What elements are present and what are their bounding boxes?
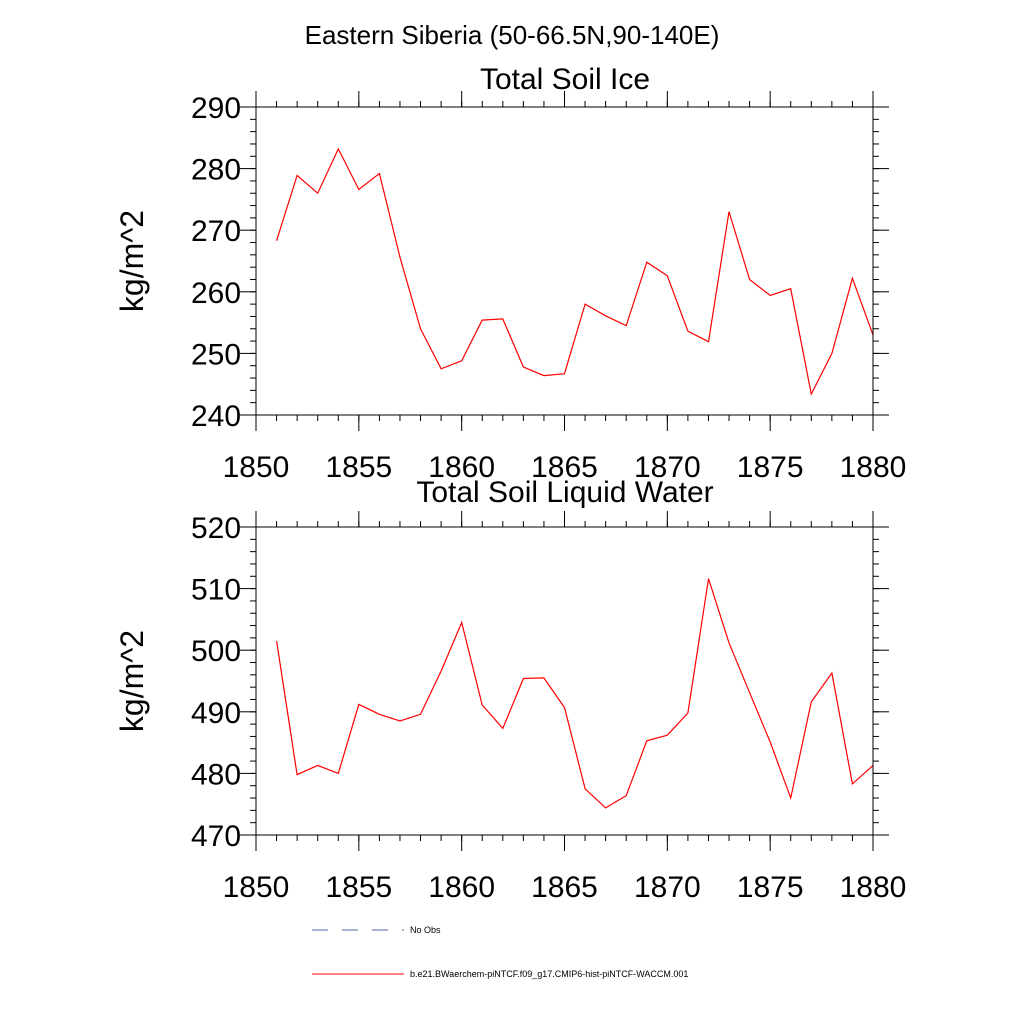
legend-label-no-obs: No Obs [410, 925, 441, 935]
plot-frame-soil-liquid-water [255, 526, 874, 836]
x-tick-label: 1850 [223, 871, 290, 904]
y-tick-label: 260 [191, 277, 241, 310]
y-tick-label: 280 [191, 154, 241, 187]
x-tick-label: 1880 [840, 871, 907, 904]
panel-title-soil-liquid-water: Total Soil Liquid Water [416, 476, 713, 509]
x-tick-label: 1860 [428, 451, 495, 484]
axis-ticks-soil-liquid-water [240, 511, 889, 851]
series-line-soil-liquid-water-0 [276, 578, 874, 809]
series-layer-soil-ice [276, 147, 874, 396]
legend-label-model-run: b.e21.BWaerchem-piNTCF.f09_g17.CMIP6-his… [410, 969, 688, 979]
panel-title-soil-ice: Total Soil Ice [480, 63, 650, 96]
y-tick-label: 490 [191, 697, 241, 730]
panel-total-soil-ice: Total Soil Ice kg/m^2 240 250 260 270 280 290… [114, 63, 906, 484]
y-tick-label: 290 [191, 92, 241, 125]
x-tick-label: 1880 [840, 451, 907, 484]
tick-labels-soil-ice: 240 250 260 270 280 290 1850 1855 1860 1865 1870 18… [191, 92, 906, 484]
y-tick-label: 510 [191, 574, 241, 607]
x-tick-label: 1865 [531, 451, 598, 484]
x-tick-label: 1855 [325, 871, 392, 904]
x-tick-label: 1850 [223, 451, 290, 484]
y-tick-label: 470 [191, 820, 241, 853]
x-tick-label: 1875 [737, 451, 804, 484]
x-tick-label: 1870 [634, 871, 701, 904]
y-axis-label-soil-liquid-water: kg/m^2 [114, 630, 150, 732]
legend: No Obs b.e21.BWaerchem-piNTCF.f09_g17.CM… [312, 925, 688, 979]
y-tick-label: 520 [191, 512, 241, 545]
x-tick-label: 1865 [531, 871, 598, 904]
y-tick-label: 250 [191, 338, 241, 371]
x-tick-label: 1860 [428, 871, 495, 904]
x-tick-label: 1855 [325, 451, 392, 484]
y-axis-label-soil-ice: kg/m^2 [114, 210, 150, 312]
panel-total-soil-liquid-water: Total Soil Liquid Water kg/m^2 470 480 490… [114, 476, 906, 904]
axis-ticks-soil-ice [240, 91, 889, 431]
tick-labels-soil-liquid-water: 470 480 490 500 510 520 1850 1855 1860 1865 1870 18… [191, 512, 906, 904]
series-line-soil-ice-0 [276, 147, 874, 396]
series-layer-soil-liquid-water [276, 578, 874, 809]
y-tick-label: 240 [191, 400, 241, 433]
y-tick-label: 500 [191, 635, 241, 668]
plot-frame-soil-ice [255, 106, 874, 416]
figure-title: Eastern Siberia (50-66.5N,90-140E) [305, 20, 720, 50]
y-tick-label: 480 [191, 758, 241, 791]
x-tick-label: 1870 [634, 451, 701, 484]
x-tick-label: 1875 [737, 871, 804, 904]
y-tick-label: 270 [191, 215, 241, 248]
